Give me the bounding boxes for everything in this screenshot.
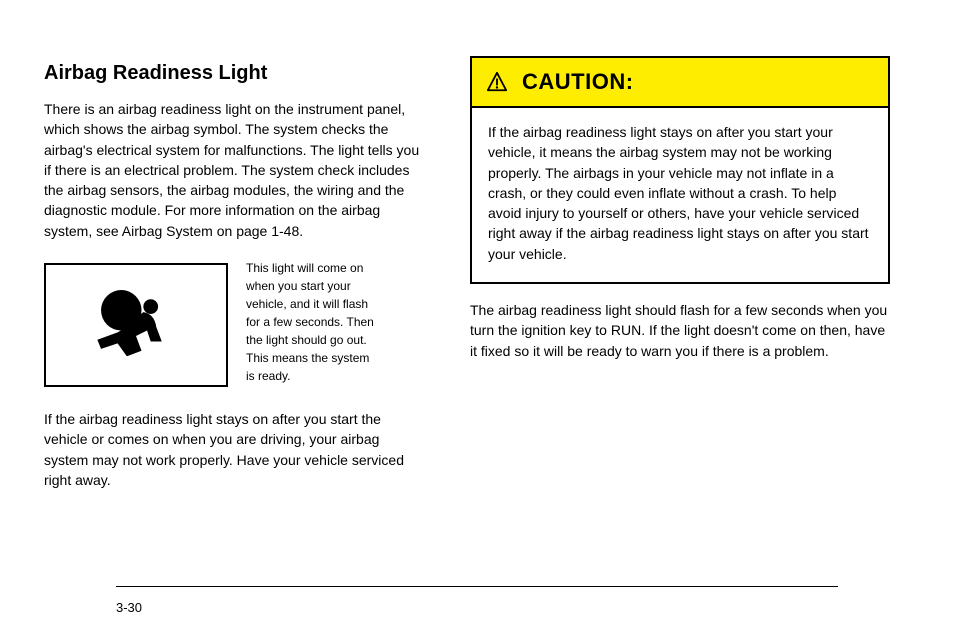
caption-line: This means the system — [246, 351, 374, 365]
footer-rule — [116, 586, 838, 587]
caution-header: CAUTION: — [472, 58, 888, 108]
caption-line: when you start your — [246, 279, 374, 293]
caption-line: vehicle, and it will flash — [246, 297, 374, 311]
right-column: CAUTION: If the airbag readiness light s… — [470, 56, 890, 375]
followup-paragraph: If the airbag readiness light stays on a… — [44, 409, 424, 490]
caution-body: If the airbag readiness light stays on a… — [472, 108, 888, 282]
left-column: Airbag Readiness Light There is an airba… — [44, 62, 424, 504]
caution-label: CAUTION: — [522, 69, 634, 95]
intro-paragraph: There is an airbag readiness light on th… — [44, 99, 424, 241]
section-title: Airbag Readiness Light — [44, 62, 424, 85]
caption-line: for a few seconds. Then — [246, 315, 374, 329]
warning-triangle-icon — [486, 71, 508, 93]
caption-line: is ready. — [246, 369, 374, 383]
caption-line: the light should go out. — [246, 333, 374, 347]
right-paragraph: The airbag readiness light should flash … — [470, 300, 890, 361]
airbag-icon — [90, 286, 182, 364]
caution-text: If the airbag readiness light stays on a… — [488, 122, 872, 264]
airbag-symbol-box — [44, 263, 228, 387]
manual-page: Airbag Readiness Light There is an airba… — [0, 0, 954, 636]
caption-line: This light will come on — [246, 261, 374, 275]
page-number: 3-30 — [116, 600, 142, 615]
caution-box: CAUTION: If the airbag readiness light s… — [470, 56, 890, 284]
symbol-caption-block: This light will come on when you start y… — [246, 255, 374, 387]
